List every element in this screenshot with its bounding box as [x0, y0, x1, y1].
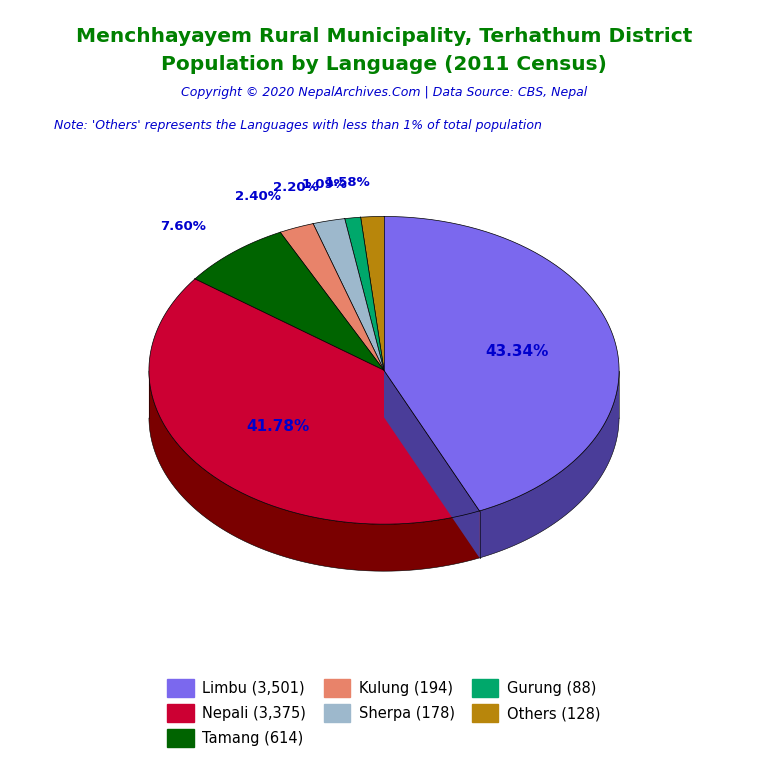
Text: Menchhayayem Rural Municipality, Terhathum District: Menchhayayem Rural Municipality, Terhath… — [76, 27, 692, 46]
Polygon shape — [384, 217, 619, 511]
Text: 1.09%: 1.09% — [301, 177, 347, 190]
Text: 2.20%: 2.20% — [273, 181, 319, 194]
Text: 7.60%: 7.60% — [161, 220, 206, 233]
Text: 2.40%: 2.40% — [235, 190, 280, 203]
Text: Note: 'Others' represents the Languages with less than 1% of total population: Note: 'Others' represents the Languages … — [54, 119, 541, 132]
Text: 43.34%: 43.34% — [485, 344, 549, 359]
Polygon shape — [361, 217, 384, 370]
Text: Population by Language (2011 Census): Population by Language (2011 Census) — [161, 55, 607, 74]
Text: 1.58%: 1.58% — [324, 177, 370, 190]
Polygon shape — [384, 370, 479, 558]
Polygon shape — [345, 217, 384, 370]
Text: 41.78%: 41.78% — [246, 419, 310, 434]
Polygon shape — [384, 370, 479, 558]
Polygon shape — [149, 371, 479, 571]
Polygon shape — [195, 232, 384, 370]
Polygon shape — [149, 279, 479, 525]
Polygon shape — [479, 371, 619, 558]
Polygon shape — [313, 219, 384, 370]
Polygon shape — [280, 223, 384, 370]
Legend: Limbu (3,501), Nepali (3,375), Tamang (614), Kulung (194), Sherpa (178), Gurung : Limbu (3,501), Nepali (3,375), Tamang (6… — [161, 674, 607, 753]
Text: Copyright © 2020 NepalArchives.Com | Data Source: CBS, Nepal: Copyright © 2020 NepalArchives.Com | Dat… — [181, 86, 587, 99]
